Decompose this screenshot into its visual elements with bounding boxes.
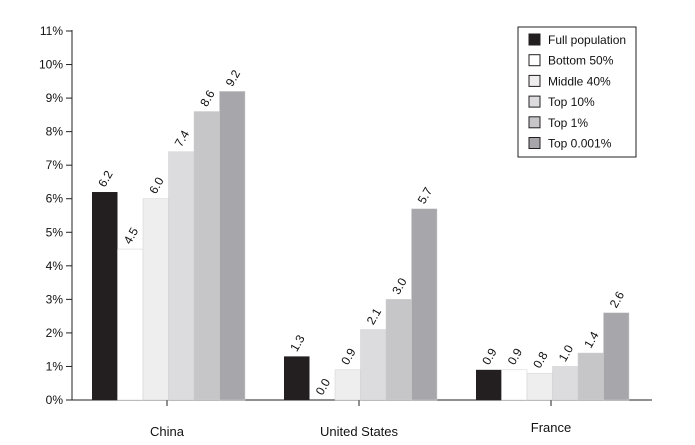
legend-label: Middle 40% [548, 74, 611, 88]
legend-swatch [528, 33, 541, 46]
legend-label: Top 0.001% [548, 137, 612, 151]
y-tick-label: 5% [46, 225, 64, 239]
data-label: 1.3 [287, 332, 308, 354]
x-category-label: China [150, 424, 185, 439]
x-category-label: France [531, 420, 571, 435]
data-label: 0.9 [338, 346, 359, 368]
legend: Full population Bottom 50% Middle 40% Top 1… [517, 26, 637, 158]
y-tick-label: 10% [39, 58, 63, 72]
y-tick-label: 4% [46, 259, 64, 273]
bar [577, 352, 604, 401]
data-label: 0.0 [313, 376, 334, 398]
data-label: 1.4 [581, 329, 602, 351]
bar [117, 248, 144, 401]
bar [360, 329, 387, 401]
data-label: 3.0 [389, 275, 410, 297]
bar [284, 356, 310, 400]
legend-swatch [528, 95, 541, 108]
bar [476, 369, 502, 400]
bar [142, 198, 169, 401]
y-tick-label: 1% [46, 359, 64, 373]
axes: 0% 1% 2% 3% 4% 5% 6% 7% 8% 9% 10% 11% China United St… [39, 24, 652, 439]
x-category-label: United States [320, 424, 399, 439]
data-label: 7.4 [172, 128, 193, 150]
legend-box [517, 26, 637, 158]
y-tick-label: 11% [40, 24, 63, 38]
legend-swatch [528, 116, 541, 129]
data-label: 9.2 [223, 67, 244, 89]
bar [385, 299, 412, 401]
data-label: 2.6 [607, 289, 628, 311]
y-tick-label: 2% [46, 326, 64, 340]
data-label: 0.9 [479, 346, 500, 368]
bar [219, 91, 246, 401]
legend-swatch [528, 54, 541, 67]
y-tick-label: 0% [46, 393, 64, 407]
data-label: 0.8 [530, 349, 551, 371]
data-label: 6.2 [95, 168, 116, 190]
bar [526, 372, 553, 401]
legend-label: Bottom 50% [548, 54, 614, 68]
y-tick-label: 7% [46, 158, 64, 172]
y-tick-label: 6% [46, 192, 64, 206]
data-label: 4.5 [121, 225, 142, 247]
data-label: 1.0 [556, 342, 577, 364]
bar [334, 369, 361, 401]
bar [92, 192, 118, 400]
bar [411, 208, 438, 401]
y-tick-label: 8% [46, 125, 64, 139]
bar [501, 369, 528, 401]
data-label: 2.1 [364, 305, 385, 327]
y-tick-label: 3% [46, 292, 64, 306]
data-label: 5.7 [415, 185, 436, 207]
data-label: 8.6 [197, 87, 218, 109]
legend-label: Top 1% [548, 116, 588, 130]
data-label: 0.9 [505, 346, 526, 368]
data-label: 6.0 [146, 174, 167, 196]
bar [168, 151, 195, 401]
legend-swatch [528, 137, 541, 149]
bar [603, 312, 630, 401]
y-tick-label: 9% [46, 91, 64, 105]
legend-label: Top 10% [548, 95, 595, 109]
bars [92, 91, 630, 401]
bar [552, 366, 579, 401]
bar [193, 111, 220, 401]
legend-label: Full population [548, 33, 626, 47]
legend-swatch [528, 74, 541, 87]
